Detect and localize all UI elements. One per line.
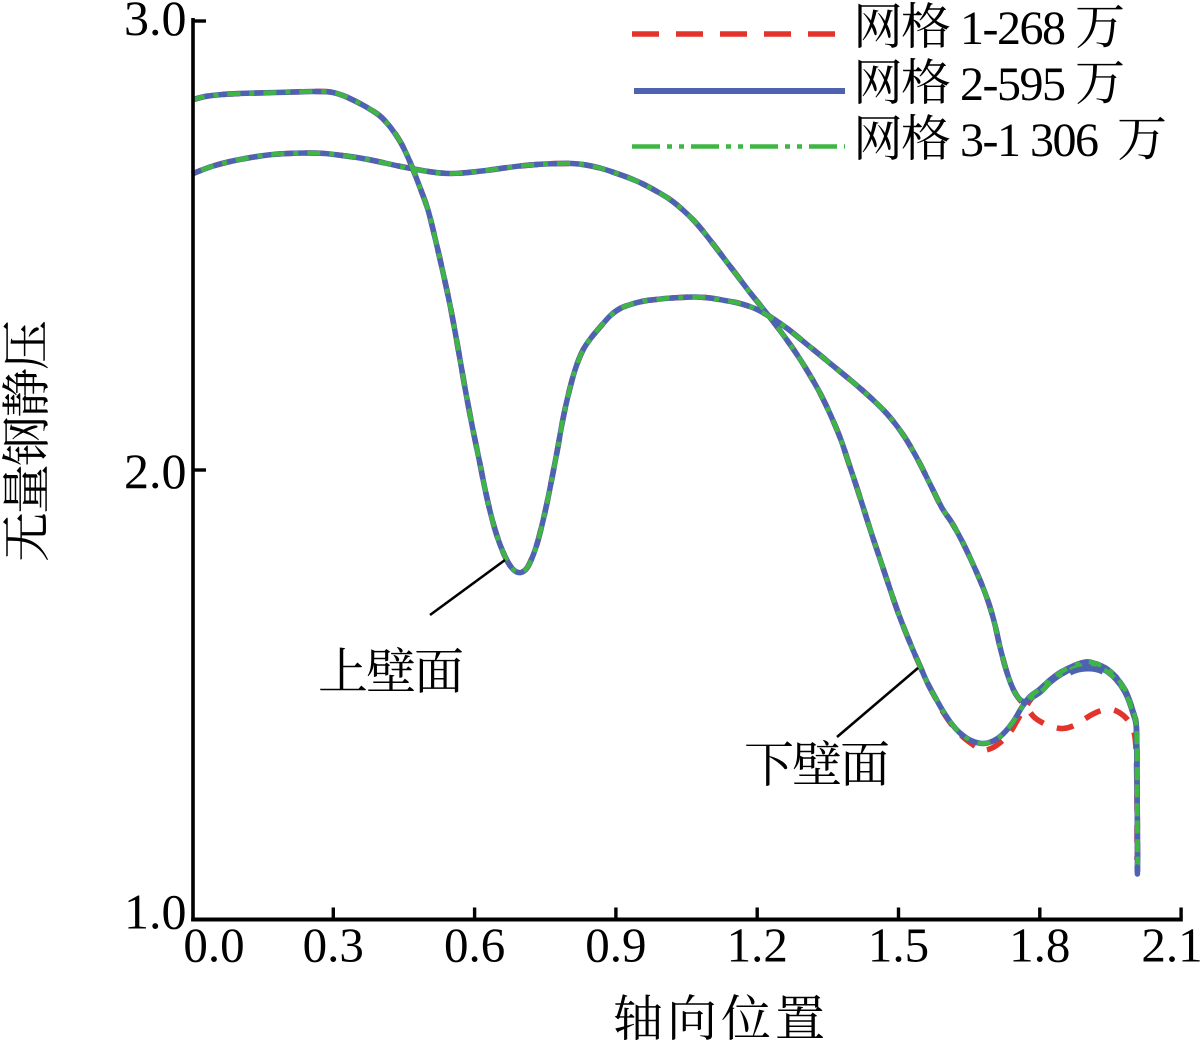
svg-text:0.0: 0.0 (183, 918, 244, 973)
svg-text:1.0: 1.0 (124, 884, 187, 940)
svg-text:0.9: 0.9 (585, 918, 646, 973)
svg-text:1.8: 1.8 (1009, 918, 1070, 973)
svg-text:1-268: 1-268 (960, 2, 1065, 55)
svg-text:2.1: 2.1 (1141, 918, 1200, 973)
svg-text:2.0: 2.0 (124, 443, 187, 499)
svg-text:3-1 306: 3-1 306 (960, 114, 1098, 167)
svg-text:3.0: 3.0 (124, 0, 187, 46)
svg-text:0.3: 0.3 (303, 918, 364, 973)
svg-text:0.6: 0.6 (444, 918, 505, 973)
svg-text:1.5: 1.5 (868, 918, 929, 973)
svg-text:1.2: 1.2 (727, 918, 788, 973)
svg-text:2-595: 2-595 (960, 58, 1065, 111)
